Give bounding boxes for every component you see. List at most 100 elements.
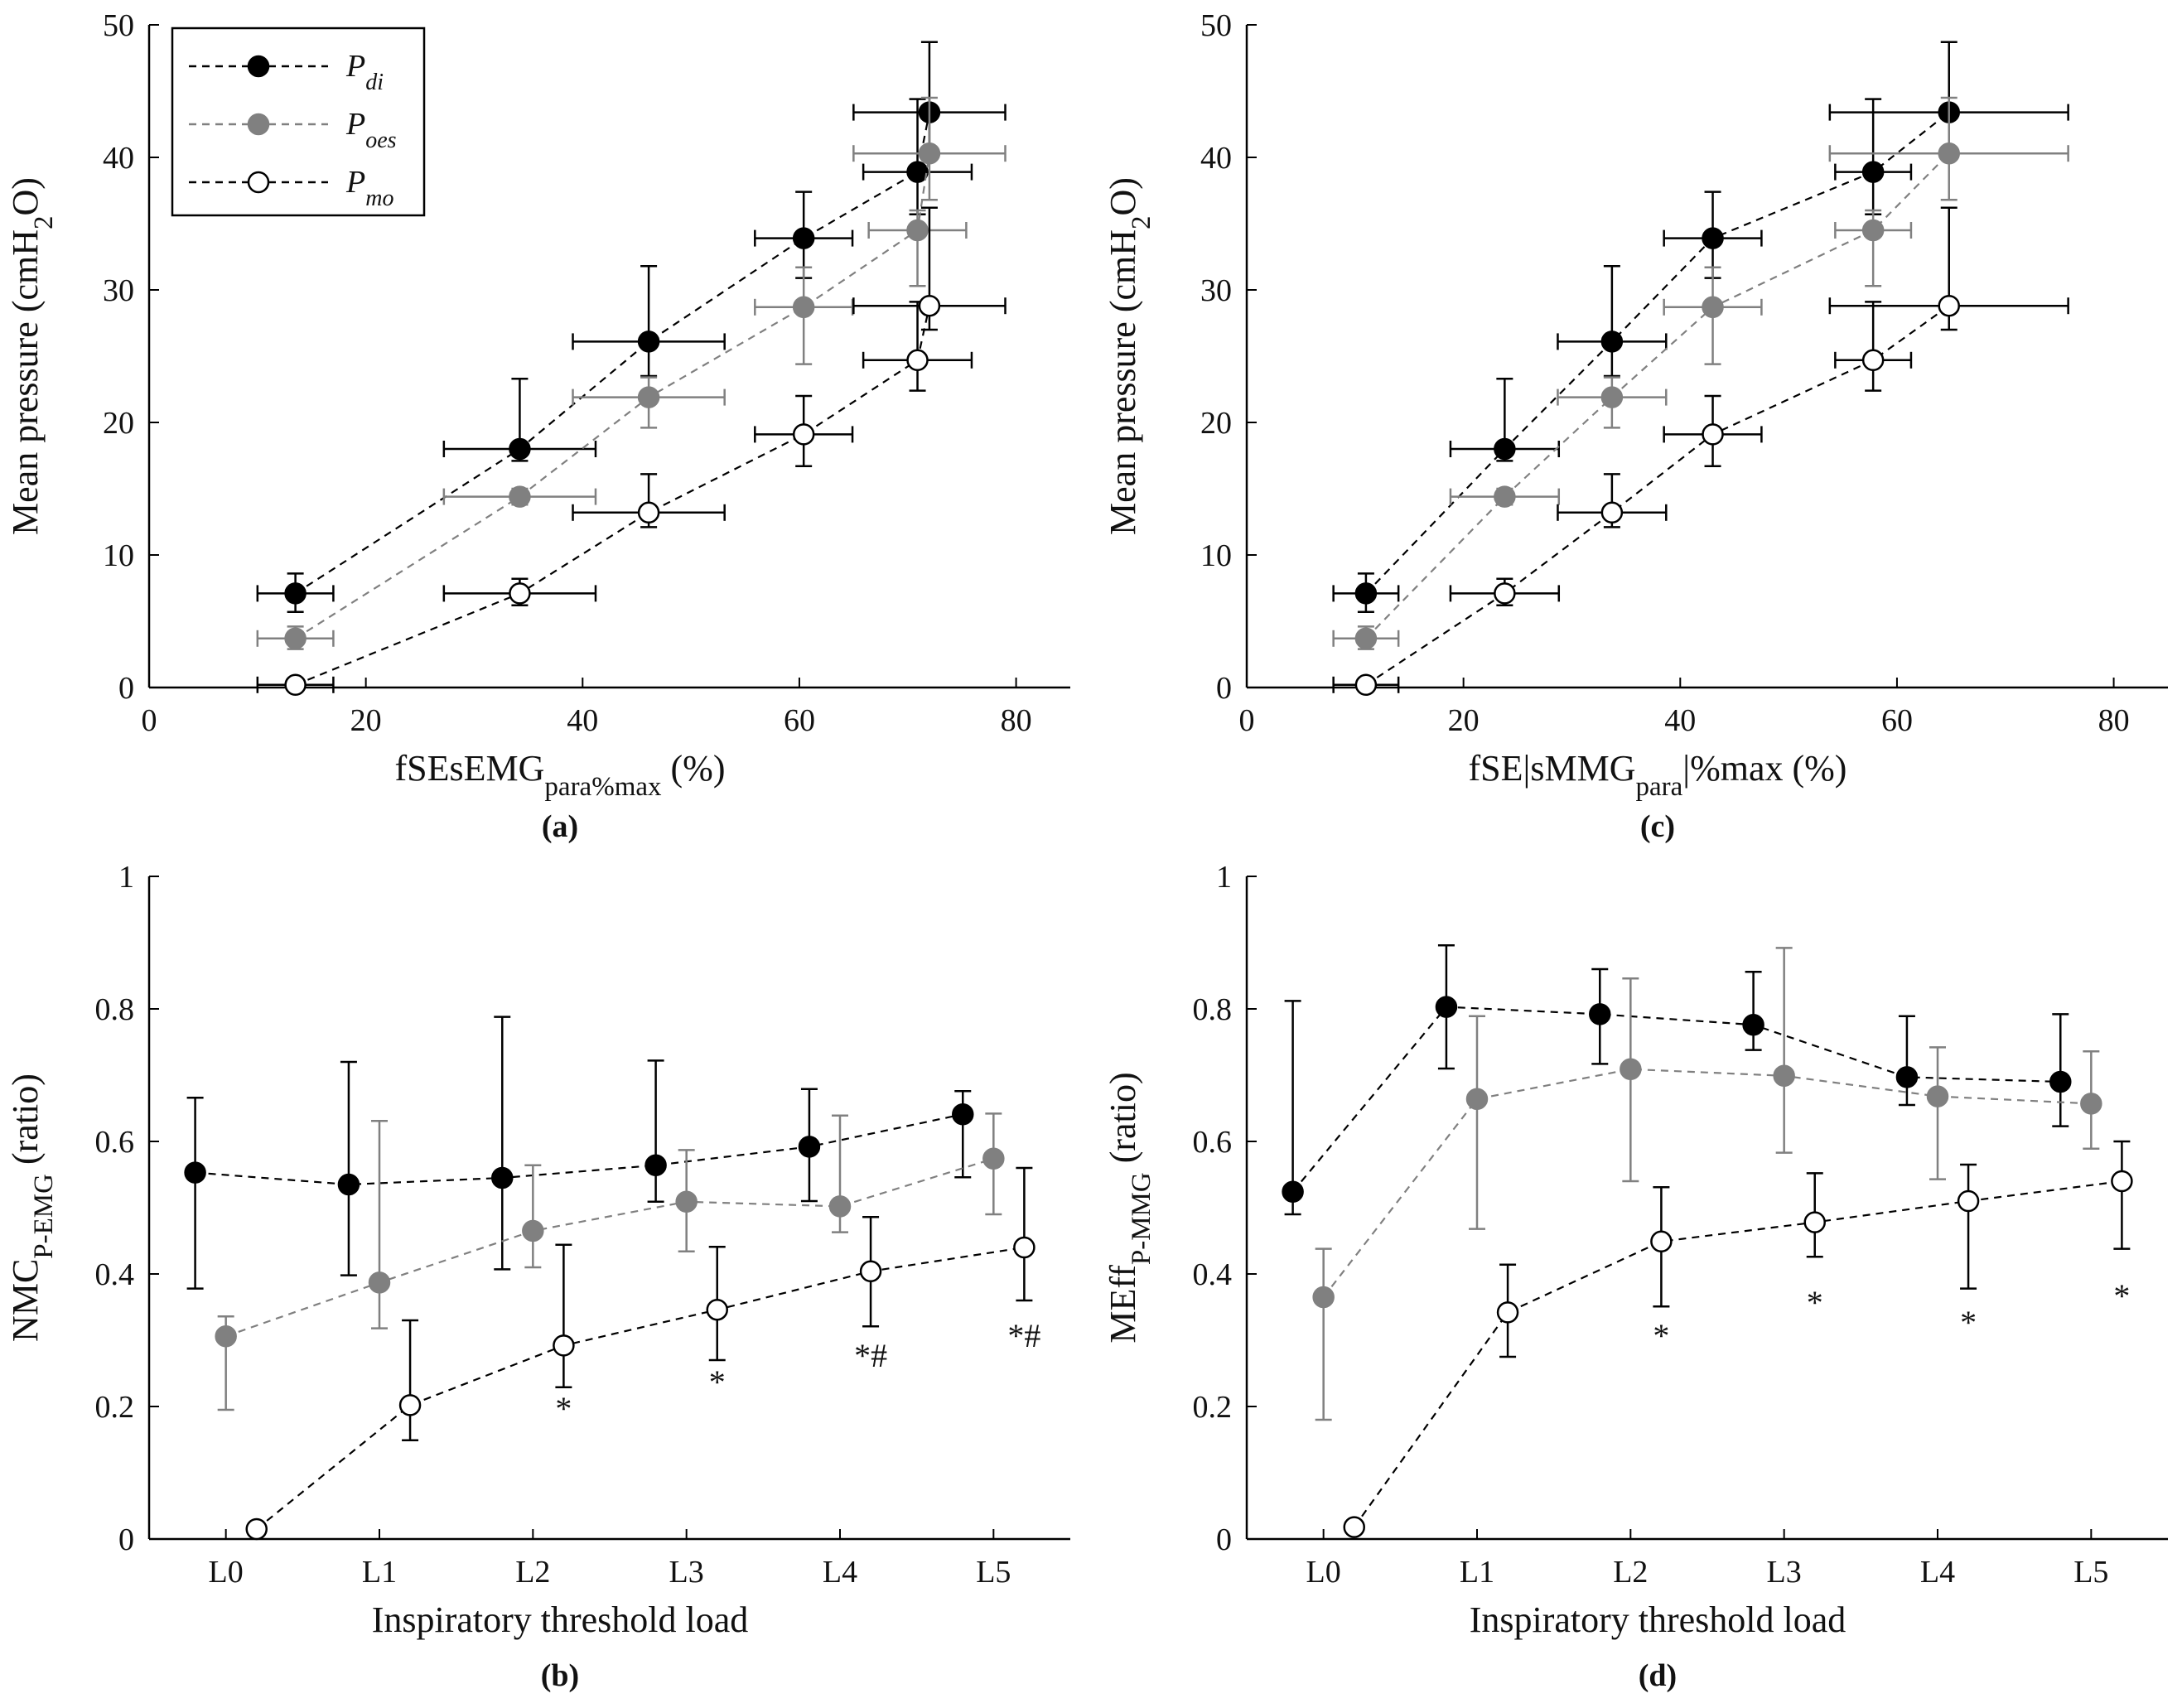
data-point-poes	[522, 1219, 544, 1242]
y-axis-label: Mean pressure (cmH2O)	[5, 177, 59, 535]
panel-caption: (d)	[1639, 1658, 1677, 1693]
y-tick-label: 0.4	[1193, 1257, 1233, 1292]
legend-label-pdi: Pdi	[345, 49, 384, 95]
x-tick-label: 80	[1001, 703, 1032, 738]
x-axis-label-main: Inspiratory threshold load	[372, 1599, 749, 1640]
y-tick-label: 0	[118, 1522, 134, 1557]
x-axis-label-sub: para	[1635, 772, 1682, 802]
data-point-pmo	[1803, 1211, 1826, 1233]
series-pdi	[1332, 41, 2069, 614]
y-tick-label: 1	[118, 860, 134, 895]
significance-marker: *	[709, 1363, 726, 1401]
significance-marker: *	[2113, 1277, 2130, 1315]
significance-marker: *	[1807, 1284, 1823, 1321]
y-tick-label: 0.8	[95, 992, 135, 1027]
data-point-pdi	[637, 331, 660, 353]
data-point-pmo	[1861, 349, 1885, 372]
y-axis-label-tail: O)	[1103, 177, 1143, 215]
data-point-pdi	[1702, 227, 1724, 249]
data-point-poes	[1926, 1085, 1949, 1107]
series-poes	[1332, 96, 2069, 650]
series-poes	[1312, 947, 2102, 1421]
legend-marker-pmo	[247, 171, 270, 194]
y-tick-label: 0.6	[1193, 1125, 1233, 1160]
x-tick-label: L3	[669, 1555, 704, 1590]
data-point-poes	[792, 296, 815, 319]
data-point-poes	[1773, 1064, 1795, 1088]
y-axis-label-main: NMC	[5, 1259, 46, 1342]
y-tick-label: 40	[103, 141, 134, 176]
data-point-pmo	[859, 1260, 882, 1283]
series-pmo	[245, 1166, 1035, 1541]
x-tick-label: L3	[1767, 1555, 1802, 1590]
data-point-pmo	[1938, 294, 1960, 317]
legend-label-poes: Poes	[345, 107, 397, 153]
data-point-poes	[1600, 386, 1624, 408]
y-tick-label: 20	[103, 406, 134, 441]
data-point-pdi	[798, 1136, 821, 1158]
data-point-pmo	[1343, 1516, 1365, 1538]
y-axis-label-sub: P-MMG	[1127, 1172, 1156, 1265]
y-tick-label: 50	[103, 8, 134, 43]
y-axis-label-tail: (ratio)	[5, 1074, 46, 1174]
data-point-poes	[1620, 1058, 1642, 1081]
x-axis-label: Inspiratory threshold load	[372, 1599, 749, 1640]
data-point-pdi	[952, 1102, 974, 1126]
legend-label-main: P	[345, 49, 365, 84]
data-point-pdi	[1435, 996, 1458, 1018]
significance-marker: *	[1653, 1317, 1669, 1354]
x-tick-label: L4	[823, 1555, 857, 1590]
series-poes	[256, 96, 1007, 650]
series-pdi	[256, 41, 1007, 614]
x-tick-label: L1	[362, 1555, 397, 1590]
x-tick-label: L5	[2073, 1555, 2108, 1590]
y-axis-label-main: Mean pressure (cmH	[5, 229, 46, 535]
data-point-pmo	[509, 582, 531, 605]
data-point-pmo	[2111, 1170, 2133, 1193]
y-tick-label: 20	[1200, 406, 1232, 441]
series-line-poes	[295, 153, 931, 639]
series-line-poes	[225, 1157, 994, 1338]
x-tick-label: L2	[515, 1555, 550, 1590]
data-point-pmo	[553, 1334, 575, 1357]
data-point-poes	[215, 1324, 237, 1348]
y-tick-label: 30	[103, 273, 134, 308]
y-tick-label: 40	[1200, 141, 1232, 176]
y-tick-label: 0	[118, 671, 134, 706]
series-pmo	[1343, 1140, 2133, 1538]
data-point-pmo	[637, 501, 660, 524]
panel-a: 0 10 20 30 40 50 0 20 40 60 80 fSEsEMGpara%max (%) M…	[5, 8, 1070, 844]
series-poes	[215, 1112, 1005, 1411]
y-tick-label: 0.4	[95, 1257, 135, 1292]
data-point-pdi	[1354, 582, 1378, 605]
series-line-poes	[1365, 152, 1950, 639]
data-point-pmo	[284, 673, 307, 697]
x-axis-label-sub: para%max	[544, 772, 662, 802]
x-tick-label: L2	[1613, 1555, 1648, 1590]
y-tick-label: 30	[1200, 273, 1232, 308]
legend-label-main: P	[345, 107, 365, 142]
y-tick-label: 0.2	[1193, 1390, 1233, 1425]
data-point-pdi	[337, 1173, 360, 1196]
y-tick-label: 0	[1216, 671, 1232, 706]
panel-d: 0 0.2 0.4 0.6 0.8 1 L0 L1 L2 L3 L4 L5 Inspiratory th…	[1103, 860, 2168, 1693]
y-tick-label: 0.2	[95, 1390, 135, 1425]
y-tick-label: 50	[1200, 8, 1232, 43]
y-axis-label-tail: (ratio)	[1103, 1072, 1143, 1172]
data-point-poes	[368, 1271, 391, 1294]
y-tick-label: 0.8	[1193, 992, 1233, 1027]
significance-marker: *#	[1007, 1317, 1040, 1354]
x-tick-label: L0	[209, 1555, 244, 1590]
x-tick-label: 20	[350, 703, 382, 738]
x-tick-label: L4	[1920, 1555, 1955, 1590]
y-tick-label: 0	[1216, 1522, 1232, 1557]
series-pmo	[256, 206, 1007, 697]
data-point-poes	[828, 1195, 852, 1218]
data-point-pdi	[792, 227, 815, 249]
y-tick-label: 1	[1216, 860, 1232, 895]
legend-box	[171, 27, 426, 217]
series-line-pdi	[1291, 1006, 2061, 1193]
data-point-poes	[509, 485, 531, 508]
data-point-poes	[1312, 1286, 1335, 1309]
